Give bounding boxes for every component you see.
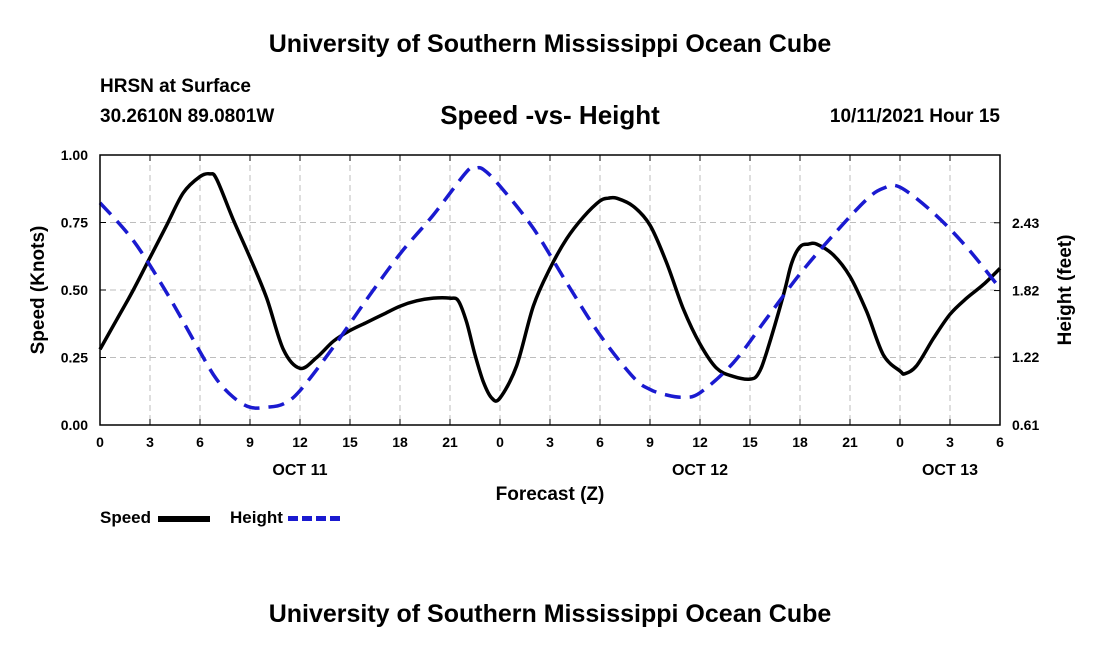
x-tick-label: 21: [442, 434, 458, 450]
x-tick-label: 12: [292, 434, 308, 450]
date-label: OCT 12: [672, 462, 728, 479]
x-tick-label: 3: [546, 434, 554, 450]
y2-tick-label: 1.22: [1012, 349, 1039, 365]
coordinates-label: 30.2610N 89.0801W: [100, 106, 275, 127]
x-tick-label: 18: [792, 434, 808, 450]
speed-series-line: [98, 171, 1002, 403]
x-tick-label: 12: [692, 434, 708, 450]
series-layer: [98, 165, 1002, 410]
legend-speed-label: Speed: [100, 508, 152, 527]
y-tick-label: 0.75: [61, 215, 88, 231]
x-tick-label: 6: [996, 434, 1004, 450]
x-axis-title: Forecast (Z): [496, 484, 605, 505]
x-tick-label: 0: [96, 434, 104, 450]
legend-height-swatch: [287, 516, 340, 522]
y2-tick-label: 0.61: [1012, 417, 1039, 433]
x-tick-label: 15: [742, 434, 758, 450]
date-label: OCT 11: [272, 462, 327, 479]
height-series-line: [98, 165, 1002, 410]
x-tick-label: 3: [146, 434, 154, 450]
page-title: University of Southern Mississippi Ocean…: [268, 30, 832, 58]
legend-speed-swatch: [157, 515, 210, 522]
y2-tick-label: 1.82: [1012, 283, 1039, 299]
plot-border: [99, 154, 1001, 426]
forecast-datetime: 10/11/2021 Hour 15: [829, 106, 1000, 127]
y-tick-label: 0.50: [61, 282, 88, 298]
y-tick-label: 0.00: [61, 417, 88, 433]
y2-tick-label: 2.43: [1012, 215, 1039, 231]
x-tick-label: 3: [946, 434, 954, 450]
chart-title: Speed -vs- Height: [440, 100, 660, 130]
legend-speed: Speed: [100, 508, 210, 528]
axis-labels: Forecast (Z) Speed (Knots) Height (feet)…: [28, 147, 1076, 505]
x-tick-label: 6: [196, 434, 204, 450]
x-tick-label: 18: [392, 434, 408, 450]
x-tick-label: 6: [596, 434, 604, 450]
plot-frame: [99, 154, 1001, 426]
x-tick-label: 9: [646, 434, 654, 450]
x-tick-label: 0: [496, 434, 504, 450]
x-tick-label: 0: [896, 434, 904, 450]
y2-axis-title: Height (feet): [1055, 235, 1076, 346]
legend-height: Height: [230, 508, 340, 528]
x-tick-label: 9: [246, 434, 254, 450]
legend-height-label: Height: [230, 508, 283, 527]
footer-title: University of Southern Mississippi Ocean…: [268, 600, 832, 628]
y-tick-label: 1.00: [61, 147, 88, 163]
station-label: HRSN at Surface: [100, 76, 251, 97]
date-label: OCT 13: [922, 462, 978, 479]
y-axis-title: Speed (Knots): [28, 226, 49, 355]
x-tick-label: 21: [842, 434, 858, 450]
x-tick-label: 15: [342, 434, 358, 450]
grid-lines: [100, 155, 1000, 425]
y-tick-label: 0.25: [61, 350, 88, 366]
